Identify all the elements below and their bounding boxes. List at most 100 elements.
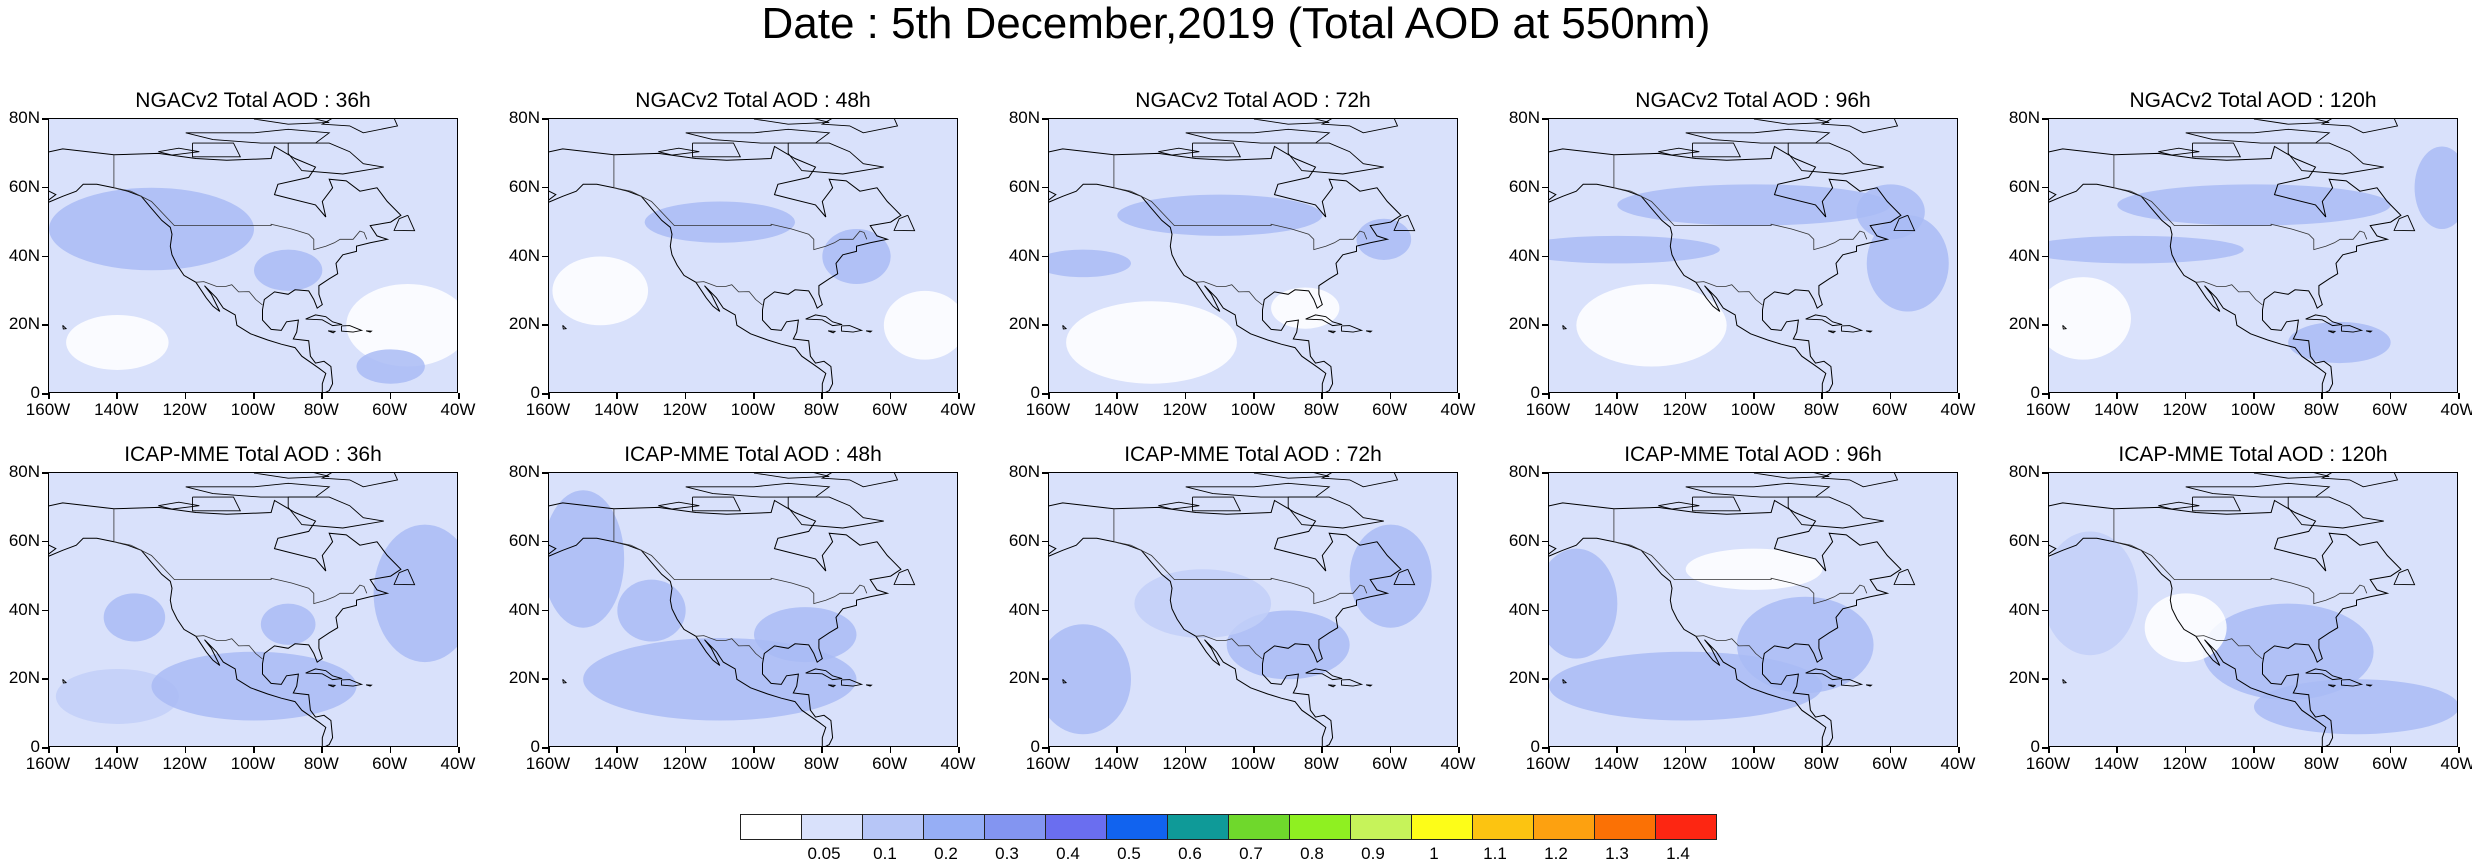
lon-tick-mark: [616, 393, 618, 399]
lon-tick-label: 60W: [372, 400, 408, 419]
lat-tick-mark: [542, 393, 548, 395]
island-outline: [2158, 147, 2200, 156]
lon-tick-label: 80W: [1303, 754, 1339, 773]
map-plot-area: [548, 118, 958, 393]
lon-tick-label: 160W: [1525, 754, 1571, 773]
lon-tick-label: 60W: [1872, 754, 1908, 773]
lat-tick-label: 80N: [2008, 108, 2040, 127]
lat-tick-mark: [42, 678, 48, 680]
aod-map: [2049, 119, 2457, 392]
coastline: [1049, 499, 1402, 746]
lon-tick-label: 140W: [1094, 754, 1139, 773]
island-outline: [2305, 668, 2343, 681]
lat-tick-mark: [42, 609, 48, 611]
lon-tick-mark: [1389, 393, 1392, 399]
panel-title: ICAP-MME Total AOD : 36h: [124, 443, 382, 466]
lat-tick-mark: [542, 540, 548, 543]
country-border: [1613, 508, 1868, 605]
island-outline: [2320, 119, 2399, 134]
lat-tick-label: 80N: [508, 108, 540, 127]
lat-tick-mark: [2042, 118, 2048, 120]
coastline: [49, 499, 402, 746]
colorbar: [740, 814, 1717, 842]
lon-tick-mark: [889, 393, 892, 399]
island-outline: [2341, 679, 2364, 687]
island-outline: [2327, 684, 2337, 688]
island-outline: [1185, 482, 1331, 498]
lon-tick-mark: [458, 747, 460, 753]
island-outline: [1562, 678, 1568, 684]
lat-tick-label: 0: [1030, 383, 1040, 402]
aod-plume: [55, 668, 179, 724]
island-outline: [1253, 473, 1330, 479]
lon-tick-label: 100W: [1730, 400, 1776, 419]
lon-tick-label: 40W: [940, 754, 976, 773]
aod-map: [549, 119, 957, 392]
aod-plume: [617, 579, 686, 642]
colorbar-label: 1: [1429, 844, 1439, 863]
lat-tick-mark: [1042, 255, 1048, 257]
colorbar-label: 0.7: [1239, 844, 1263, 863]
lon-tick-label: 40W: [1440, 754, 1476, 773]
island-outline: [658, 147, 700, 156]
lon-tick-mark: [389, 393, 392, 399]
island-outline: [2393, 214, 2416, 232]
colorbar-label: 1.3: [1605, 844, 1629, 863]
colorbar-swatch: [801, 814, 863, 840]
island-outline: [365, 330, 373, 333]
island-outline: [341, 325, 364, 333]
lat-tick-label: 20N: [1508, 668, 1540, 688]
lat-tick-mark: [1042, 540, 1048, 543]
island-outline: [805, 668, 843, 681]
lon-tick-mark: [616, 747, 618, 753]
island-outline: [1753, 119, 1830, 125]
island-outline: [1805, 314, 1843, 327]
island-outline: [2185, 482, 2331, 498]
island-outline: [841, 325, 864, 333]
coastline: [1549, 145, 1902, 392]
lat-tick-mark: [1542, 255, 1548, 257]
island-outline: [1787, 496, 1884, 529]
island-outline: [1305, 314, 1343, 327]
aod-plume: [583, 638, 857, 721]
map-panel: ICAP-MME Total AOD : 96h 0 20N 40N 60N 80N 160…: [1500, 442, 2020, 792]
lon-tick-label: 120W: [662, 754, 707, 773]
island-outline: [1827, 330, 1837, 334]
island-outline: [287, 142, 384, 175]
lon-tick-mark: [1048, 393, 1050, 399]
lon-tick-label: 80W: [1303, 400, 1339, 419]
lat-tick-label: 60N: [508, 176, 540, 196]
lon-tick-mark: [2389, 393, 2392, 399]
lat-tick-mark: [542, 255, 548, 257]
lat-tick-mark: [1542, 747, 1548, 749]
island-outline: [1158, 147, 1200, 156]
lon-tick-label: 40W: [2440, 754, 2472, 773]
lat-tick-label: 80N: [508, 462, 540, 481]
colorbar-label: 0.9: [1361, 844, 1385, 863]
map-plot-area: [48, 472, 458, 747]
island-outline: [320, 119, 399, 134]
lat-tick-mark: [542, 186, 548, 189]
lon-tick-mark: [321, 393, 323, 399]
aod-map: [49, 473, 457, 746]
lon-tick-mark: [1821, 747, 1823, 753]
lat-tick-label: 0: [30, 737, 40, 756]
island-outline: [1658, 501, 1700, 510]
lat-tick-label: 60N: [1508, 530, 1540, 550]
lon-tick-label: 140W: [94, 754, 139, 773]
lat-tick-label: 40N: [1508, 599, 1540, 619]
island-outline: [1865, 330, 1873, 333]
island-outline: [685, 128, 831, 144]
lat-tick-mark: [1042, 747, 1048, 749]
lat-tick-label: 80N: [1508, 462, 1540, 481]
map-panel: NGACv2 Total AOD : 72h 0 20N 40N 60N 80N 160W 1…: [1000, 88, 1520, 438]
lon-tick-label: 140W: [594, 400, 639, 419]
colorbar-swatch: [1350, 814, 1412, 840]
island-outline: [1685, 482, 1831, 498]
island-outline: [2062, 678, 2068, 684]
lat-tick-mark: [42, 324, 48, 326]
lat-tick-mark: [2042, 186, 2048, 189]
aod-map: [49, 119, 457, 392]
island-outline: [1865, 684, 1873, 687]
coastline: [2049, 499, 2402, 746]
